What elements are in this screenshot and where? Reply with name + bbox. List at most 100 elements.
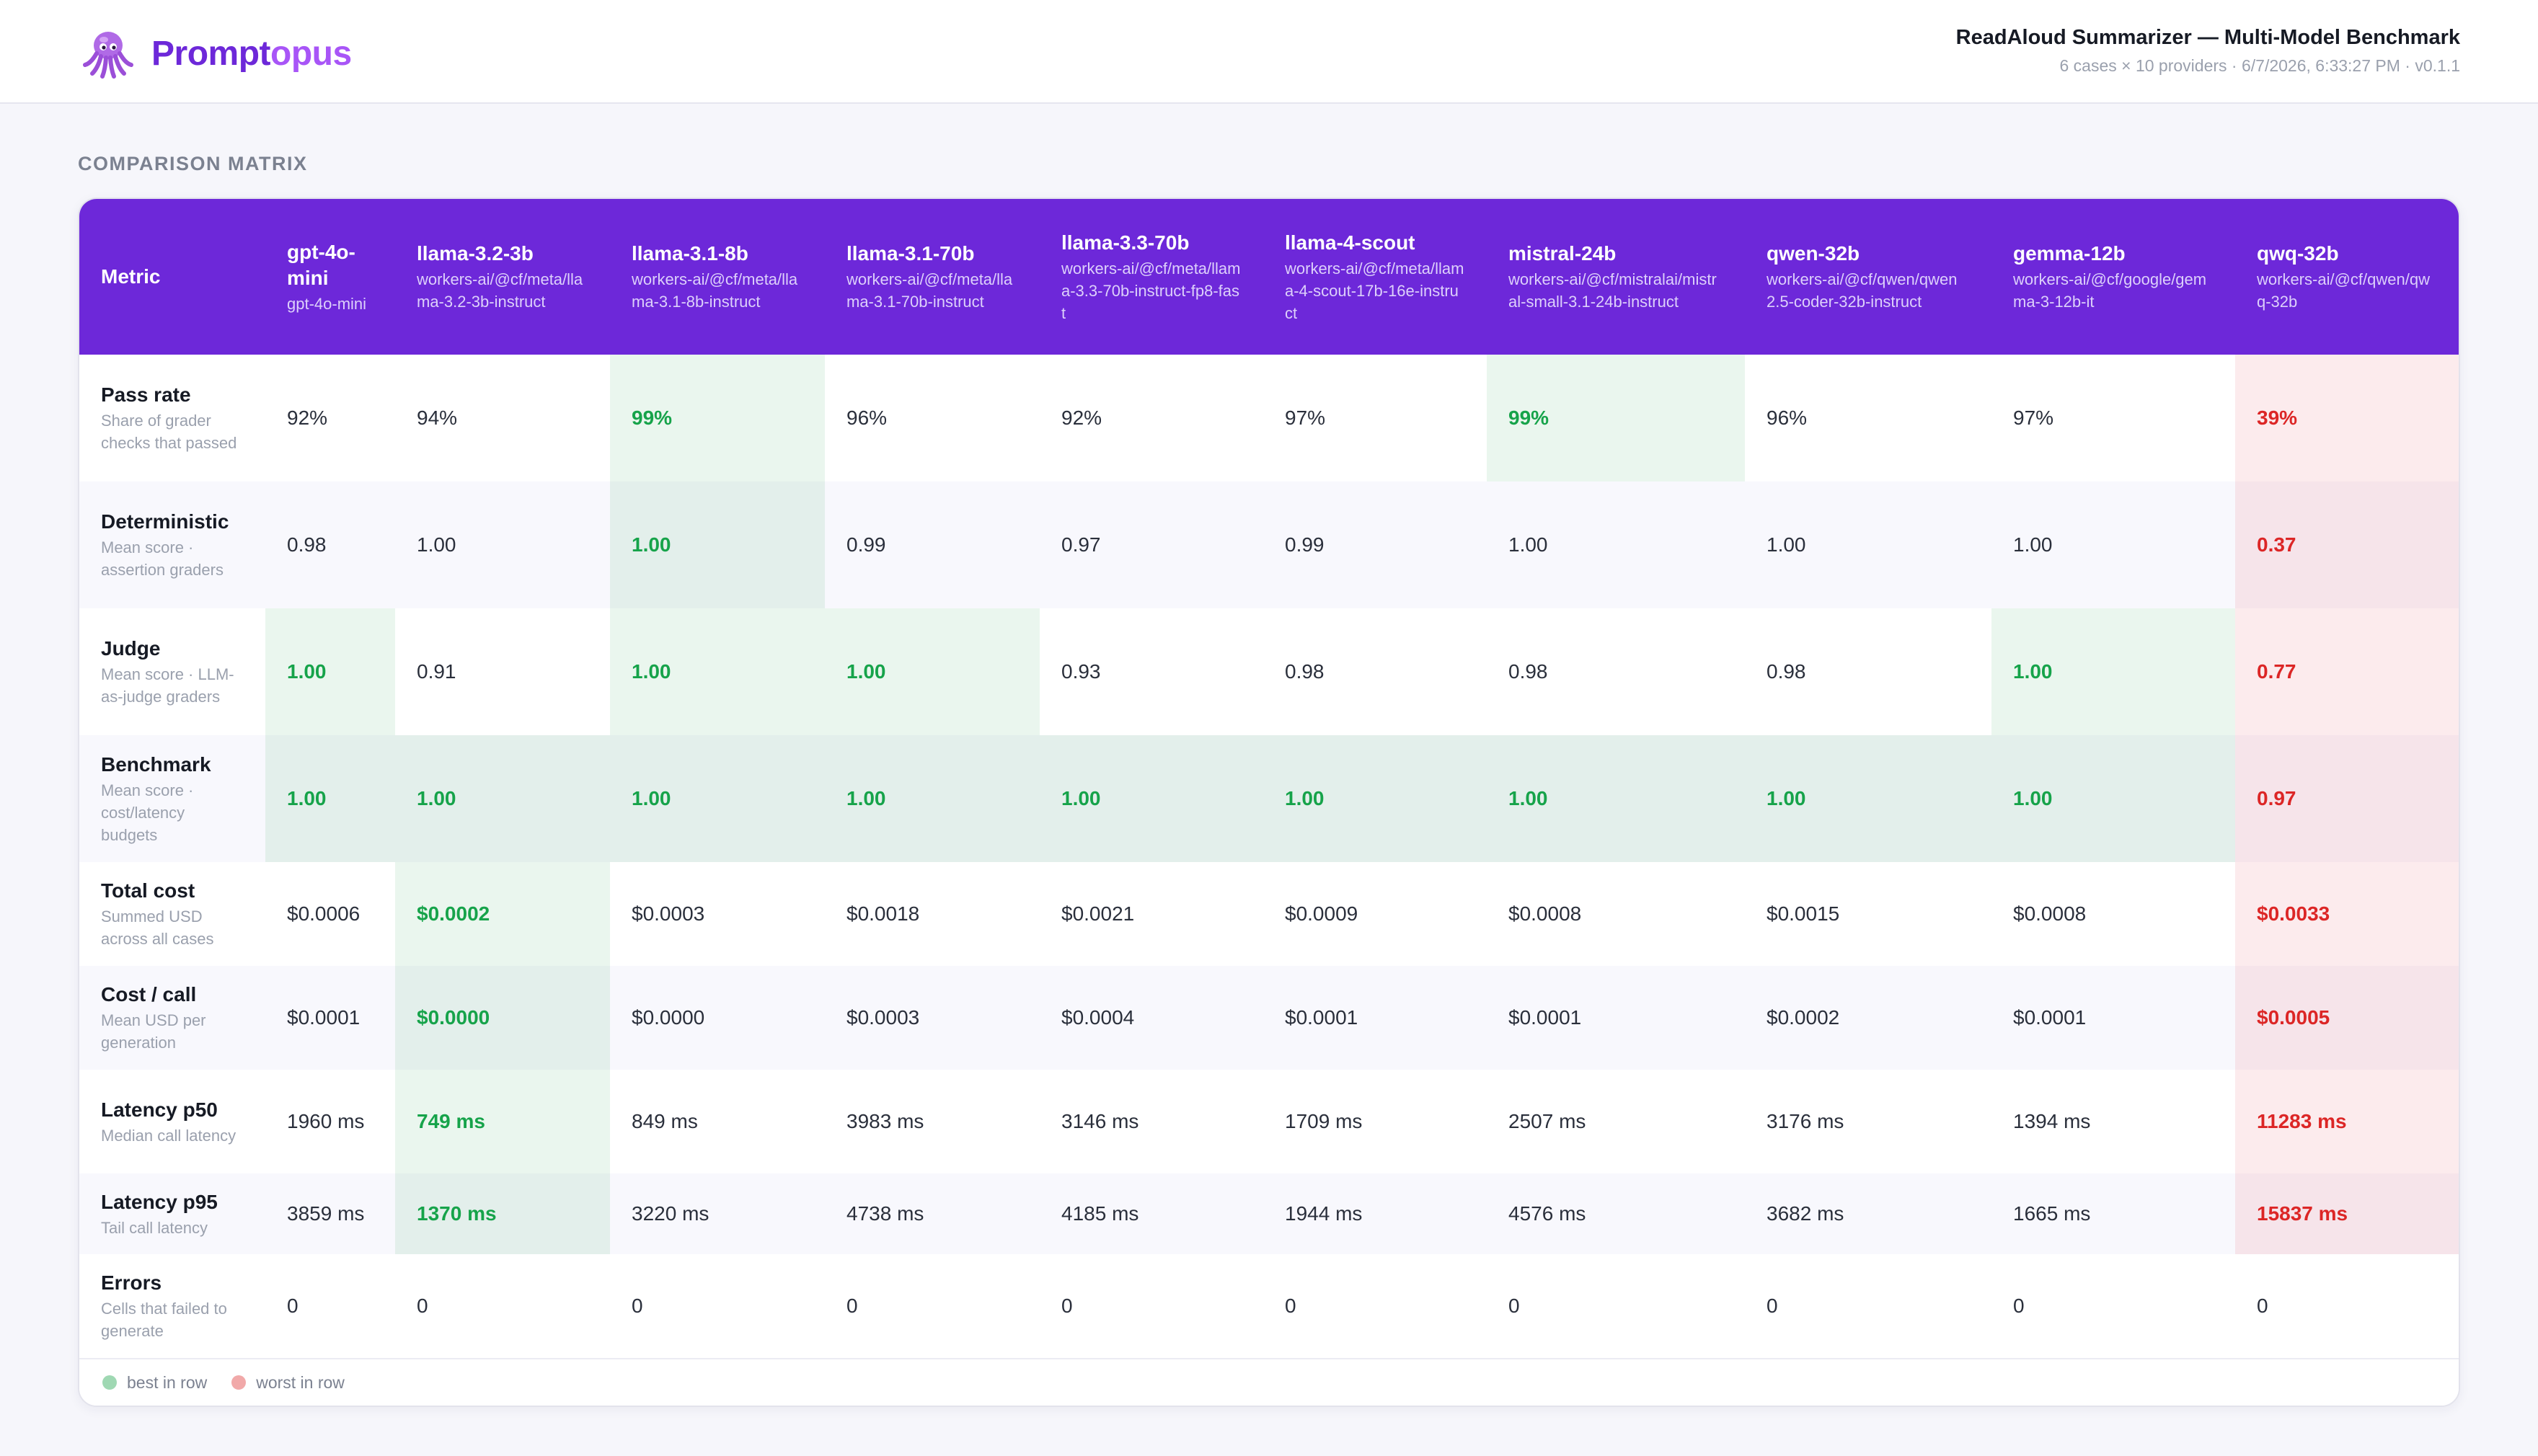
metric-cell: Total cost Summed USD across all cases bbox=[79, 862, 265, 966]
column-name: llama-4-scout bbox=[1285, 231, 1415, 254]
metric-cell: Errors Cells that failed to generate bbox=[79, 1254, 265, 1358]
column-header-llama-3.3-70b: llama-3.3-70b workers-ai/@cf/meta/llama-3… bbox=[1040, 199, 1263, 355]
matrix-cell: 1944 ms bbox=[1263, 1173, 1487, 1254]
column-header-llama-3.1-8b: llama-3.1-8b workers-ai/@cf/meta/llama-3.… bbox=[610, 199, 825, 355]
matrix-cell: 0.97 bbox=[2235, 735, 2459, 862]
matrix-cell: 2507 ms bbox=[1487, 1070, 1745, 1173]
matrix-cell: $0.0006 bbox=[265, 862, 395, 966]
matrix-cell: 1.00 bbox=[1991, 481, 2235, 608]
matrix-cell: 97% bbox=[1263, 355, 1487, 481]
matrix-cell: 1.00 bbox=[1991, 608, 2235, 735]
matrix-cell: 0.98 bbox=[265, 481, 395, 608]
matrix-cell: $0.0033 bbox=[2235, 862, 2459, 966]
metric-description: Mean score · LLM-as-judge graders bbox=[101, 665, 234, 706]
column-header-llama-3.1-70b: llama-3.1-70b workers-ai/@cf/meta/llama-3… bbox=[825, 199, 1040, 355]
matrix-cell: 0 bbox=[265, 1254, 395, 1358]
column-model-id: workers-ai/@cf/mistralai/mistral-small-3… bbox=[1508, 270, 1717, 311]
column-name: gpt-4o-mini bbox=[287, 240, 355, 289]
matrix-cell: 1.00 bbox=[825, 608, 1040, 735]
table-row: Benchmark Mean score · cost/latency budge… bbox=[79, 735, 2459, 862]
matrix-cell: 99% bbox=[1487, 355, 1745, 481]
metric-cell: Cost / call Mean USD per generation bbox=[79, 966, 265, 1070]
matrix-cell: 4738 ms bbox=[825, 1173, 1040, 1254]
matrix-cell: $0.0000 bbox=[395, 966, 610, 1070]
matrix-cell: 3176 ms bbox=[1745, 1070, 1991, 1173]
metric-description: Mean USD per generation bbox=[101, 1011, 206, 1052]
column-header-gemma-12b: gemma-12b workers-ai/@cf/google/gemma-3-1… bbox=[1991, 199, 2235, 355]
metric-cell: Pass rate Share of grader checks that pas… bbox=[79, 355, 265, 481]
matrix-cell: $0.0001 bbox=[1487, 966, 1745, 1070]
brand-name: Promptopus bbox=[151, 34, 352, 74]
matrix-cell: 94% bbox=[395, 355, 610, 481]
matrix-cell: 0 bbox=[1745, 1254, 1991, 1358]
column-name: llama-3.1-70b bbox=[846, 242, 975, 265]
report-meta: 6 cases × 10 providers · 6/7/2026, 6:33:… bbox=[2059, 56, 2460, 75]
table-row: Judge Mean score · LLM-as-judge graders 1.… bbox=[79, 608, 2459, 735]
table-row: Total cost Summed USD across all cases $0.… bbox=[79, 862, 2459, 966]
table-row: Errors Cells that failed to generate 0 0 0 0 0… bbox=[79, 1254, 2459, 1358]
matrix-cell: 0.99 bbox=[1263, 481, 1487, 608]
matrix-cell: 4576 ms bbox=[1487, 1173, 1745, 1254]
matrix-cell: 1370 ms bbox=[395, 1173, 610, 1254]
matrix-cell: 97% bbox=[1991, 355, 2235, 481]
matrix-cell: $0.0021 bbox=[1040, 862, 1263, 966]
matrix-cell: 0.98 bbox=[1263, 608, 1487, 735]
matrix-cell: $0.0015 bbox=[1745, 862, 1991, 966]
table-row: Pass rate Share of grader checks that pas… bbox=[79, 355, 2459, 481]
column-model-id: workers-ai/@cf/meta/llama-3.2-3b-instruc… bbox=[417, 270, 583, 311]
matrix-cell: $0.0008 bbox=[1487, 862, 1745, 966]
column-model-id: workers-ai/@cf/google/gemma-3-12b-it bbox=[2013, 270, 2207, 311]
matrix-cell: 1709 ms bbox=[1263, 1070, 1487, 1173]
matrix-cell: $0.0004 bbox=[1040, 966, 1263, 1070]
metric-label: Judge bbox=[101, 637, 161, 660]
top-bar: Promptopus ReadAloud Summarizer — Multi-… bbox=[0, 0, 2538, 104]
matrix-cell: 1.00 bbox=[1487, 735, 1745, 862]
metric-label: Total cost bbox=[101, 879, 195, 902]
matrix-cell: 0.93 bbox=[1040, 608, 1263, 735]
matrix-cell: 0 bbox=[1487, 1254, 1745, 1358]
matrix-cell: $0.0001 bbox=[1991, 966, 2235, 1070]
matrix-cell: 0.37 bbox=[2235, 481, 2459, 608]
table-row: Latency p95 Tail call latency 3859 ms 1370 … bbox=[79, 1173, 2459, 1254]
matrix-cell: 1.00 bbox=[1991, 735, 2235, 862]
column-name: llama-3.3-70b bbox=[1061, 231, 1190, 254]
brand[interactable]: Promptopus bbox=[81, 26, 352, 81]
matrix-cell: 0 bbox=[1263, 1254, 1487, 1358]
column-name: mistral-24b bbox=[1508, 242, 1617, 265]
matrix-cell: 1.00 bbox=[395, 481, 610, 608]
matrix-cell: 0 bbox=[2235, 1254, 2459, 1358]
metric-description: Summed USD across all cases bbox=[101, 907, 214, 948]
metric-label: Pass rate bbox=[101, 383, 191, 406]
table-row: Cost / call Mean USD per generation $0.000… bbox=[79, 966, 2459, 1070]
matrix-cell: 1394 ms bbox=[1991, 1070, 2235, 1173]
legend-best-label: best in row bbox=[127, 1372, 208, 1392]
legend-worst: worst in row bbox=[231, 1373, 345, 1393]
matrix-cell: 1.00 bbox=[825, 735, 1040, 862]
matrix-cell: 39% bbox=[2235, 355, 2459, 481]
matrix-cell: 0.98 bbox=[1487, 608, 1745, 735]
column-model-id: workers-ai/@cf/qwen/qwq-32b bbox=[2257, 270, 2430, 311]
matrix-cell: 1960 ms bbox=[265, 1070, 395, 1173]
column-model-id: workers-ai/@cf/qwen/qwen2.5-coder-32b-in… bbox=[1767, 270, 1958, 311]
metric-description: Share of grader checks that passed bbox=[101, 412, 237, 452]
section-title: COMPARISON MATRIX bbox=[78, 153, 308, 174]
matrix-cell: 1.00 bbox=[1745, 735, 1991, 862]
matrix-cell: $0.0003 bbox=[610, 862, 825, 966]
matrix-cell: 1.00 bbox=[265, 735, 395, 862]
table-row: Deterministic Mean score · assertion grad… bbox=[79, 481, 2459, 608]
matrix-cell: 1665 ms bbox=[1991, 1173, 2235, 1254]
matrix-cell: 3859 ms bbox=[265, 1173, 395, 1254]
metric-label: Cost / call bbox=[101, 983, 197, 1006]
column-header-mistral-24b: mistral-24b workers-ai/@cf/mistralai/mist… bbox=[1487, 199, 1745, 355]
metric-cell: Latency p50 Median call latency bbox=[79, 1070, 265, 1173]
matrix-cell: 0 bbox=[395, 1254, 610, 1358]
matrix-cell: $0.0009 bbox=[1263, 862, 1487, 966]
column-name: qwen-32b bbox=[1767, 242, 1860, 265]
metric-label: Latency p95 bbox=[101, 1190, 218, 1213]
column-header-qwq-32b: qwq-32b workers-ai/@cf/qwen/qwq-32b bbox=[2235, 199, 2459, 355]
octopus-icon bbox=[81, 26, 136, 81]
column-name: qwq-32b bbox=[2257, 242, 2339, 265]
matrix-cell: 96% bbox=[1745, 355, 1991, 481]
matrix-cell: 3682 ms bbox=[1745, 1173, 1991, 1254]
matrix-cell: $0.0005 bbox=[2235, 966, 2459, 1070]
